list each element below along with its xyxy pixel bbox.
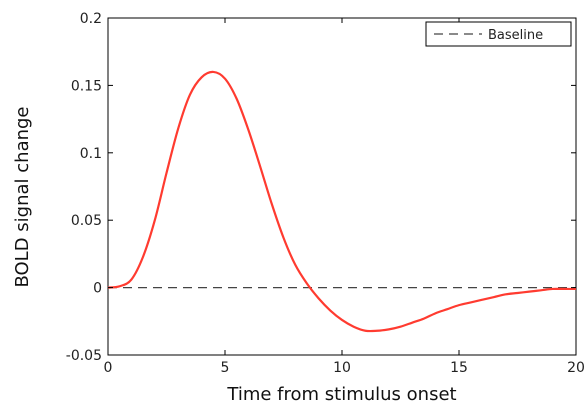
y-axis-title: BOLD signal change — [12, 106, 33, 287]
x-tick-label: 15 — [450, 360, 468, 376]
x-axis-title: Time from stimulus onset — [226, 384, 456, 405]
x-tick-label: 10 — [333, 360, 351, 376]
y-tick-label: -0.05 — [66, 348, 102, 364]
x-tick-label: 5 — [221, 360, 230, 376]
y-tick-label: 0.05 — [71, 213, 102, 229]
bold-response-line — [107, 70, 576, 333]
y-tick-label: 0.1 — [80, 146, 102, 162]
series-layer — [107, 70, 576, 333]
x-tick-label: 0 — [104, 360, 113, 376]
y-tick-label: 0.2 — [80, 11, 102, 27]
plot-area — [107, 17, 577, 356]
axes-frame — [107, 17, 577, 356]
x-tick-label: 20 — [567, 360, 585, 376]
legend: Baseline — [425, 21, 572, 47]
legend-label-baseline: Baseline — [488, 28, 543, 43]
y-tick-label: 0 — [93, 281, 102, 297]
ticks-layer — [107, 17, 577, 356]
y-tick-label: 0.15 — [71, 78, 102, 94]
